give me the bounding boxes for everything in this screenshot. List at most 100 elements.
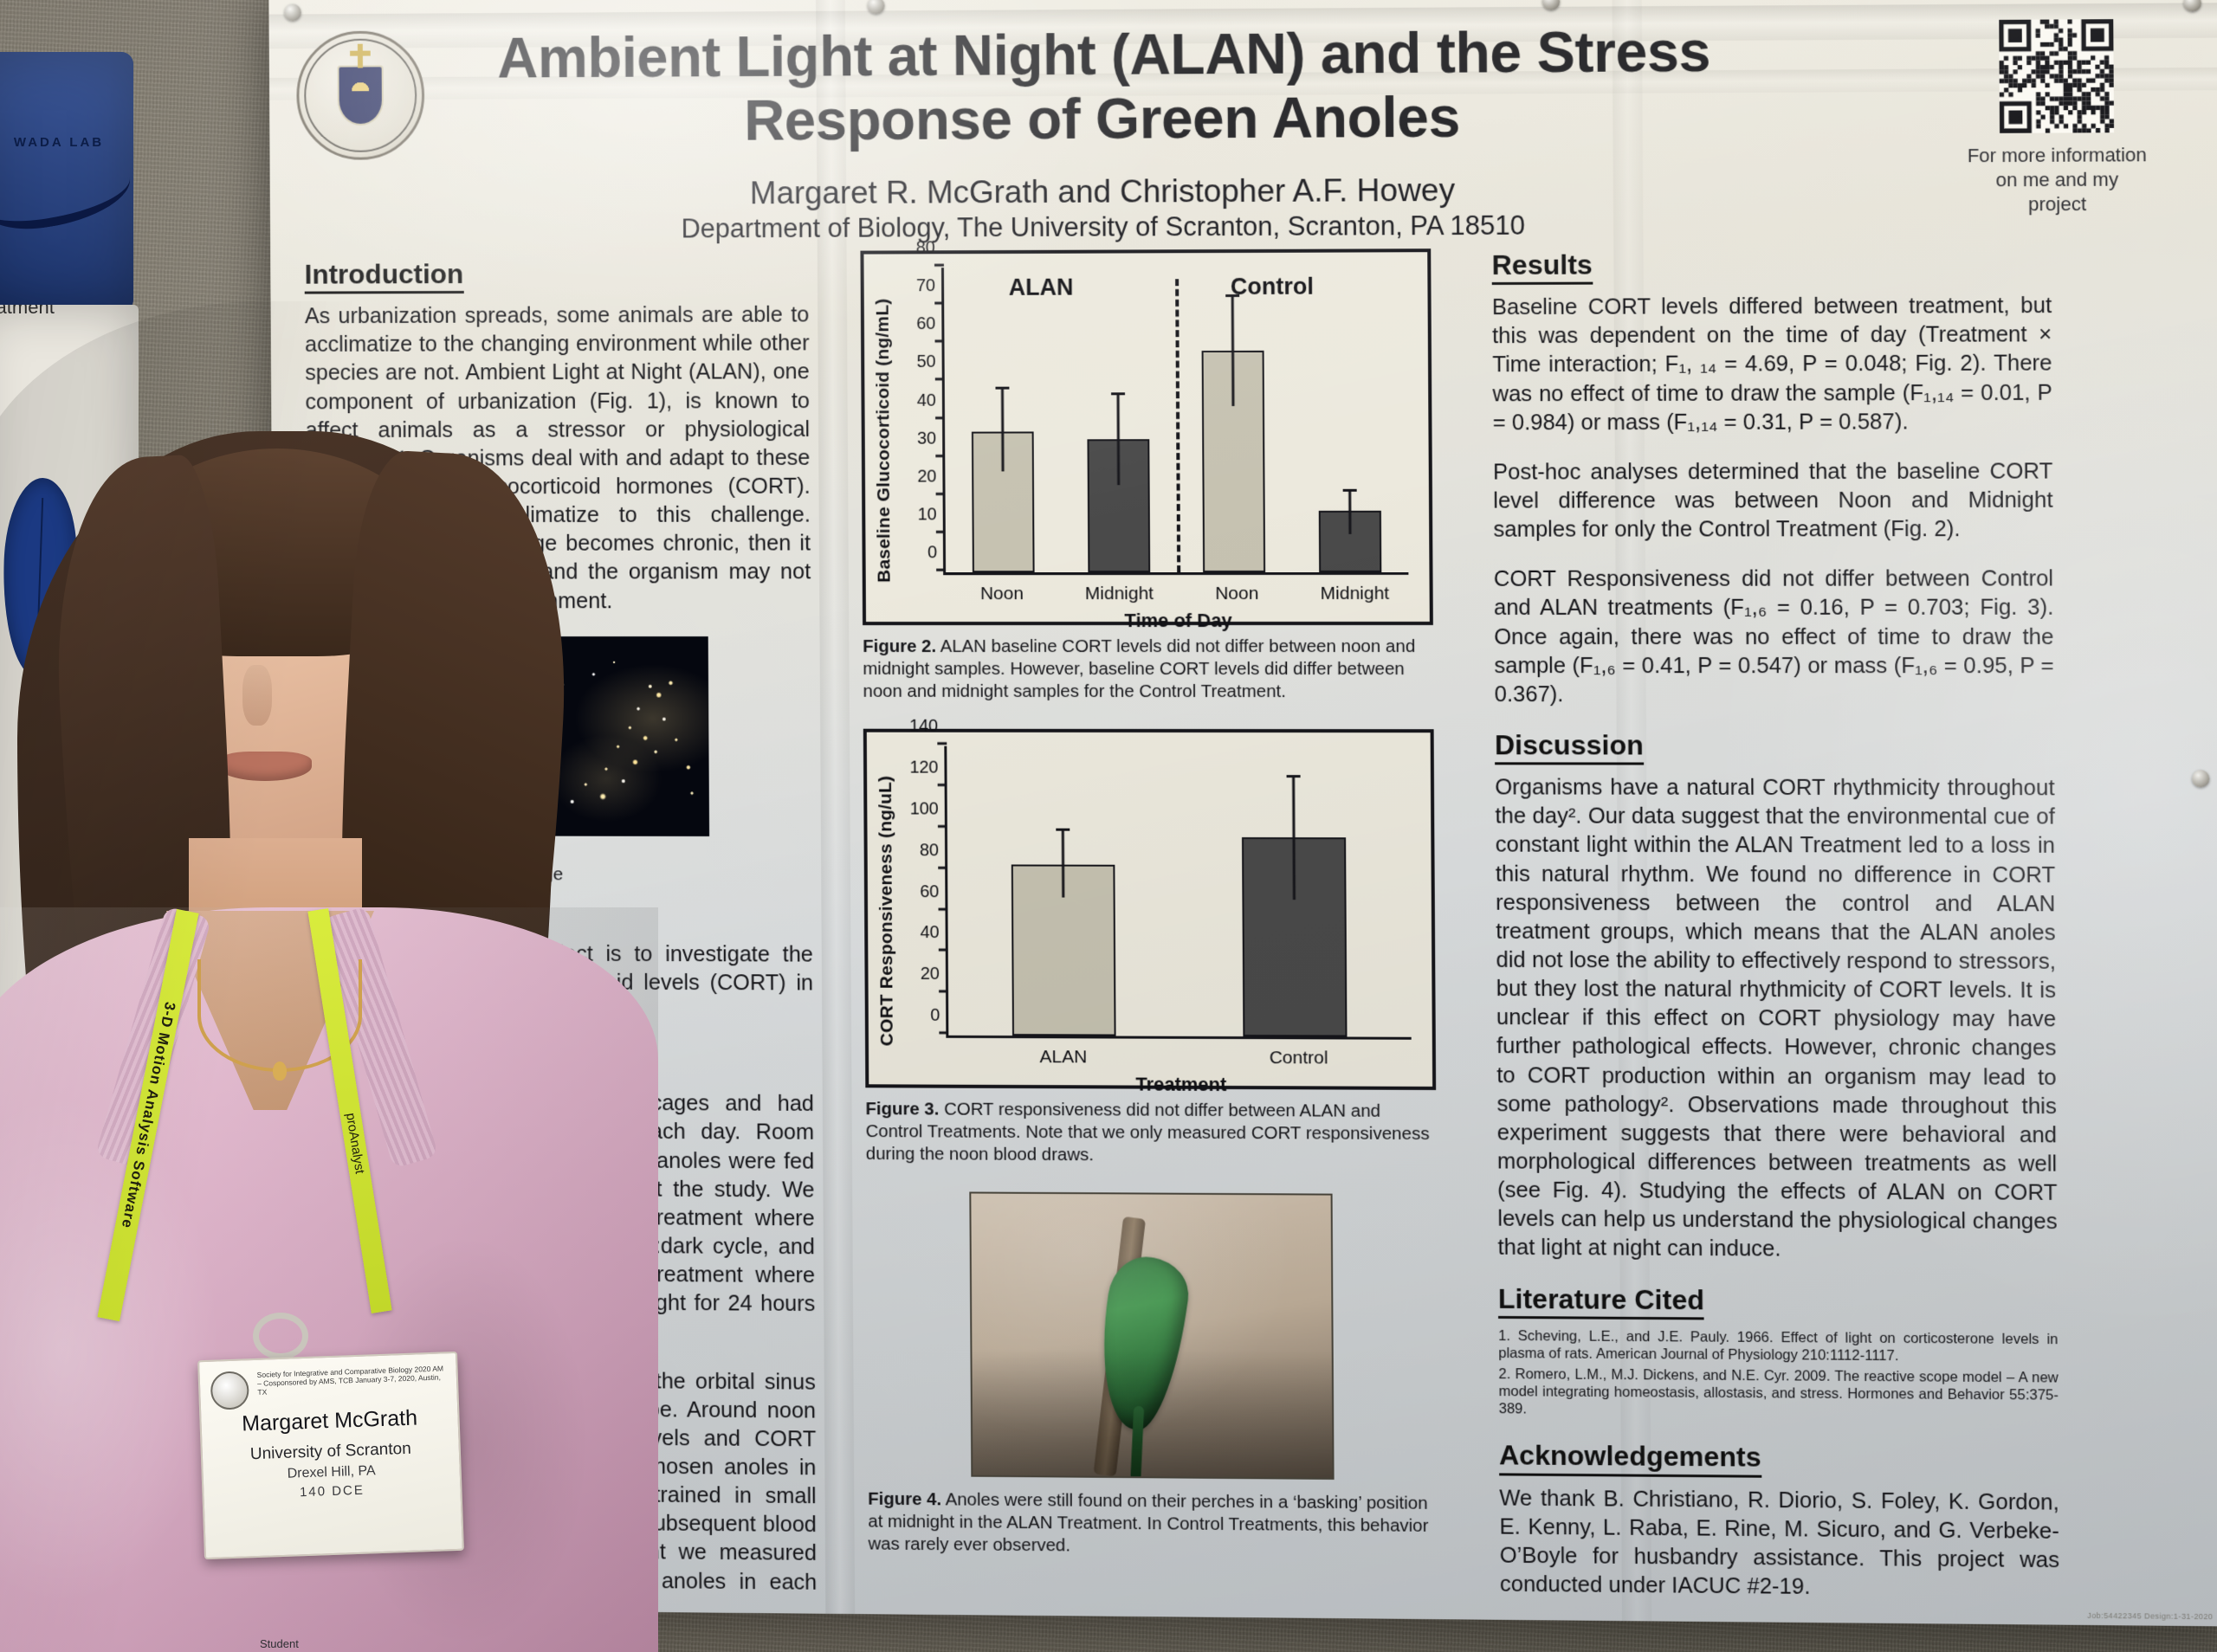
- fig2-y-tick-mark: [935, 492, 946, 495]
- figure-3-bars: [947, 746, 1411, 1037]
- grommet-top-mid-1: [867, 0, 885, 15]
- fig2-y-tick: 70: [915, 275, 936, 295]
- fig2-y-tick-mark: [935, 416, 946, 419]
- fig2-y-tick-mark: [936, 568, 947, 571]
- qr-code[interactable]: [1999, 19, 2115, 133]
- poster-authors: Margaret R. McGrath and Christopher A.F.…: [749, 171, 1456, 211]
- fig3-y-tick: 140: [908, 716, 939, 736]
- neighbor-panel-label: reatment: [0, 305, 55, 318]
- figure-3-x-axis-label: Treatment: [1135, 1073, 1227, 1096]
- figure-4-caption: Figure 4. Anoles were still found on the…: [868, 1488, 1438, 1560]
- bar-group: [1290, 266, 1408, 572]
- figure-4-anole-photo: [969, 1191, 1335, 1481]
- research-poster: Ambient Light at Night (ALAN) and the St…: [268, 0, 2217, 1627]
- figure-2-caption-label: Figure 2.: [863, 636, 937, 656]
- neighbor-poster-sheen: [0, 52, 133, 312]
- fig3-y-tick: 0: [930, 1005, 940, 1025]
- section-heading-acknowledgements: Acknowledgements: [1499, 1440, 1761, 1478]
- bar-group: [947, 746, 1180, 1036]
- error-bar-cap: [995, 386, 1010, 390]
- poster-print-code: Job:54422345 Design:1-31-2020: [2087, 1610, 2214, 1622]
- neighbor-panel-leaf-icon: [0, 476, 80, 679]
- fig2-y-tick-mark: [934, 339, 945, 343]
- section-heading-results: Results: [1491, 248, 1593, 286]
- bar-group: [1059, 267, 1177, 573]
- figure-3-x-tick-labels: ALAN Control: [946, 1047, 1416, 1069]
- figure-4-shading: [971, 1193, 1333, 1479]
- grommet-top-left: [284, 3, 301, 22]
- literature-item-2: 2. Romero, L.M., M.J. Dickens, and N.E. …: [1498, 1366, 2059, 1417]
- fig3-y-tick: 20: [920, 964, 940, 984]
- fig2-y-tick: 20: [917, 466, 937, 486]
- fig2-y-tick: 0: [927, 542, 938, 562]
- grommet-top-right: [2183, 0, 2201, 12]
- x-tick-noon: Noon: [979, 584, 1024, 604]
- fig2-y-tick: 80: [915, 237, 935, 257]
- grommet-top-mid-2: [1542, 0, 1561, 10]
- fig2-y-tick: 10: [917, 504, 937, 524]
- fig3-y-tick: 40: [920, 922, 940, 942]
- neighbor-poster-logo-text: WADA LAB: [13, 135, 105, 150]
- column-right: Results Baseline CORT levels differed be…: [1491, 248, 2059, 1625]
- qr-note-text: For more information on me and my projec…: [1967, 144, 2147, 216]
- discussion-paragraph-1: Organisms have a natural CORT rhythmicit…: [1495, 775, 2058, 1262]
- figure-2-y-axis-label: Baseline Glucocorticoid (ng/mL): [872, 298, 895, 583]
- badge-bottom-label: Student: [260, 1637, 299, 1650]
- fig3-y-tick: 80: [919, 840, 940, 860]
- fig3-y-tick-mark: [938, 866, 948, 869]
- error-bar-cap: [1286, 775, 1301, 778]
- section-heading-discussion: Discussion: [1495, 729, 1644, 765]
- fig3-y-tick-mark: [938, 907, 948, 911]
- poster-title: Ambient Light at Night (ALAN) and the St…: [497, 18, 1711, 152]
- x-tick-control: Control: [1269, 1048, 1328, 1068]
- literature-item-1: 1. Scheving, L.E., and J.E. Pauly. 1966.…: [1498, 1327, 2059, 1365]
- methods-paragraph-1: Anoles were kept in individual cages and…: [309, 1089, 816, 1342]
- neighbor-white-panel: reatment: [0, 305, 139, 1084]
- fig2-y-tick-mark: [934, 263, 944, 267]
- poster-affiliation: Department of Biology, The University of…: [681, 210, 1526, 244]
- error-bar: [1000, 389, 1005, 472]
- figure-1-glow: [434, 636, 710, 836]
- error-bar-cap: [1342, 489, 1357, 493]
- section-heading-introduction: Introduction: [304, 258, 464, 294]
- grommet-right-mid: [2192, 770, 2210, 788]
- fig3-y-tick-mark: [937, 784, 947, 787]
- fig3-y-tick-mark: [937, 824, 947, 828]
- figure-3-caption-text: CORT responsiveness did not differ betwe…: [865, 1099, 1430, 1165]
- error-bar-cap: [1056, 828, 1070, 831]
- fig2-y-tick-mark: [935, 454, 946, 457]
- fig3-y-tick-mark: [939, 990, 949, 993]
- fig2-y-tick-mark: [934, 378, 945, 381]
- fig2-y-tick: 60: [916, 313, 936, 333]
- figure-4-caption-text: Anoles were still found on their perches…: [868, 1489, 1429, 1556]
- bar-group: [1178, 746, 1412, 1037]
- section-heading-methods: Methods: [309, 1044, 422, 1081]
- figure-2-caption-text: ALAN baseline CORT levels did not differ…: [863, 636, 1416, 702]
- figure-2-x-axis-label: Time of Day: [1124, 610, 1232, 632]
- methods-paragraph-2: We collected blood samples from the orbi…: [311, 1366, 818, 1620]
- fig3-y-tick: 60: [920, 881, 940, 901]
- x-tick-midnight: Midnight: [1320, 583, 1390, 603]
- bar-group: [1175, 267, 1293, 573]
- fig3-y-tick-mark: [937, 742, 947, 745]
- x-tick-alan: ALAN: [1039, 1047, 1088, 1068]
- fig2-y-tick: 40: [916, 390, 936, 410]
- error-bar-cap: [1225, 294, 1240, 298]
- figure-1-caption: Figure 1. Ambient light at night across …: [307, 841, 564, 929]
- introduction-paragraph-2: The purpose of this project is to invest…: [308, 940, 814, 1023]
- fig3-y-tick: 100: [909, 798, 939, 818]
- error-bar-cap: [1110, 392, 1125, 396]
- figure-3-caption-label: Figure 3.: [865, 1099, 940, 1120]
- section-heading-literature-cited: Literature Cited: [1498, 1282, 1705, 1320]
- figure-1-night-lights-image: [434, 636, 710, 836]
- neighbor-poster-top: WADA LAB: [0, 52, 133, 312]
- column-left: Introduction As urbanization spreads, so…: [304, 258, 818, 1627]
- figure-3-caption: Figure 3. CORT responsiveness did not di…: [865, 1098, 1436, 1168]
- seal-shield-icon: [337, 65, 384, 126]
- figure-2-caption: Figure 2. ALAN baseline CORT levels did …: [863, 636, 1433, 703]
- fig3-y-tick-mark: [939, 1031, 949, 1035]
- figure-2-x-tick-labels: Noon Midnight Noon Midnight: [943, 584, 1413, 604]
- results-paragraph-2: Post-hoc analyses determined that the ba…: [1492, 459, 2053, 542]
- figure-3-y-axis-label: CORT Responsiveness (ng/uL): [876, 775, 897, 1047]
